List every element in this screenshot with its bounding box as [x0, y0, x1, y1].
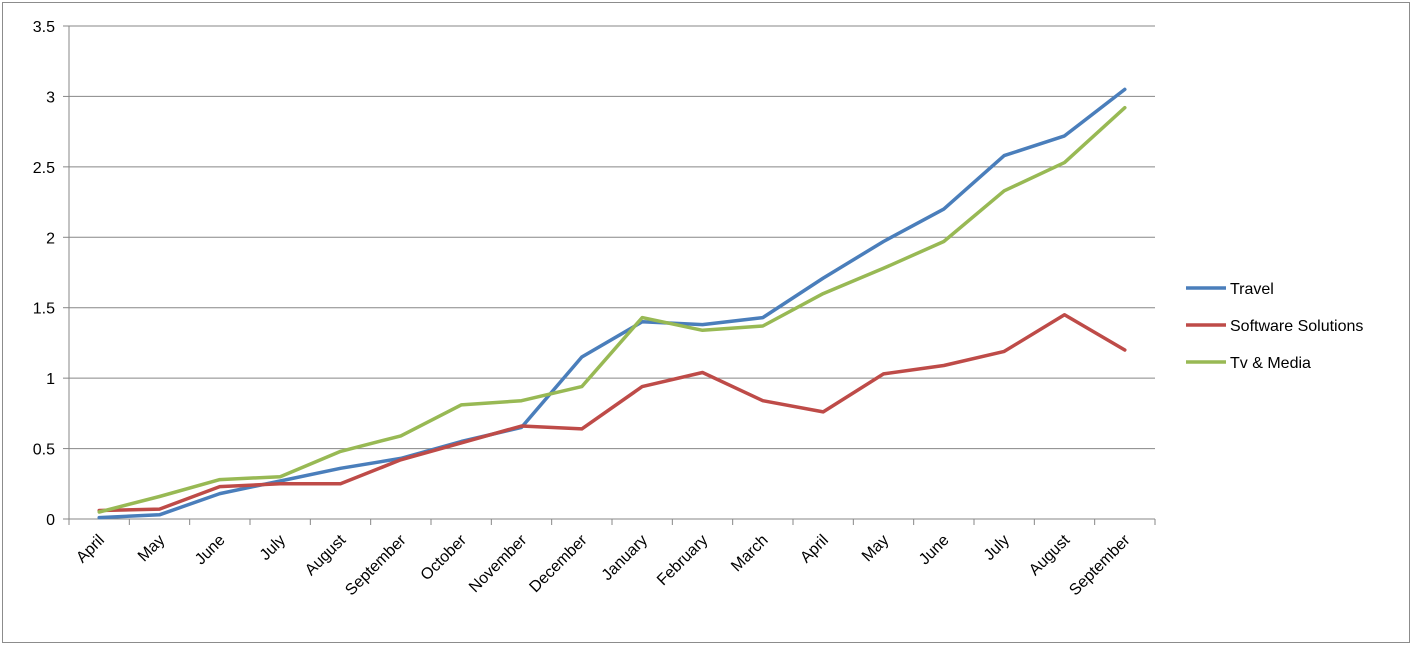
x-tick-label: August [302, 531, 350, 579]
legend-label: Tv & Media [1230, 355, 1311, 372]
x-tick-label: August [1026, 531, 1074, 579]
legend-label: Travel [1230, 281, 1274, 298]
x-tick-label: April [797, 532, 832, 567]
y-tick-label: 3.5 [33, 19, 55, 36]
gridlines [69, 25, 1155, 520]
y-tick-label: 3 [46, 89, 55, 106]
x-tick-label: January [599, 532, 651, 584]
series-line-travel [97, 87, 1127, 520]
y-tick-label: 0.5 [33, 442, 55, 459]
legend-label: Software Solutions [1230, 318, 1363, 335]
x-tick-label: May [859, 532, 892, 565]
y-tick-label: 2.5 [33, 160, 55, 177]
x-tick-label: June [916, 532, 953, 569]
x-tick-label: July [257, 532, 289, 564]
x-tick-label: February [654, 532, 711, 589]
legend: Travel Software Solutions Tv & Media [1186, 281, 1363, 372]
x-tick-label: March [728, 532, 771, 575]
series-line-tv-media [97, 105, 1127, 514]
x-tick-label: December [526, 531, 591, 596]
series-line-software-solutions [97, 313, 1127, 513]
x-tick-label: May [135, 532, 168, 565]
y-tick-label: 1.5 [33, 301, 55, 318]
y-tick-label: 2 [46, 230, 55, 247]
x-tick-label: September [1066, 531, 1134, 599]
x-tick-label: July [981, 532, 1013, 564]
y-tick-label: 1 [46, 371, 55, 388]
x-tick-label: June [192, 532, 229, 569]
x-tick-label: April [73, 532, 108, 567]
x-tick-label: October [418, 531, 471, 584]
x-tick-label: September [342, 531, 410, 599]
series-lines [97, 87, 1127, 520]
x-tick-label: November [466, 531, 531, 596]
y-tick-label: 0 [46, 512, 55, 529]
